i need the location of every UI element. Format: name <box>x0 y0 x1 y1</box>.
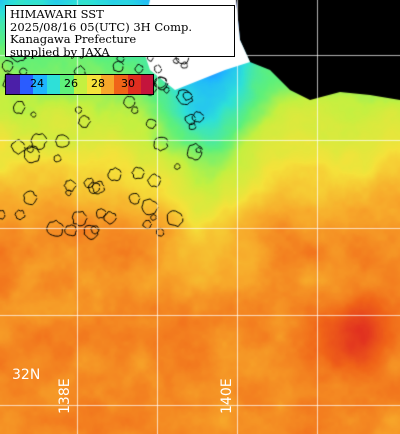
legend-color-step <box>60 75 75 94</box>
longitude-label-140e: 140E <box>219 378 235 414</box>
legend-color-step <box>141 75 153 94</box>
legend-color-step <box>127 75 143 94</box>
legend-color-step <box>87 75 102 94</box>
map-region: Kanagawa Prefecture <box>10 32 137 46</box>
legend-color-step <box>6 75 21 94</box>
latitude-label-32n: 32N <box>12 367 41 383</box>
legend-tick-label: 30 <box>121 77 135 90</box>
legend-tick-label: 24 <box>30 77 44 90</box>
legend-tick-label: 28 <box>91 77 105 90</box>
map-info-box: HIMAWARI SST 2025/08/16 05(UTC) 3H Comp.… <box>5 5 235 59</box>
legend-color-step <box>100 75 116 94</box>
legend-color-step <box>19 75 35 94</box>
temperature-legend: 24 26 28 30 <box>5 74 154 95</box>
legend-tick-label: 26 <box>64 77 78 90</box>
map-timestamp: 2025/08/16 05(UTC) 3H Comp. <box>10 19 193 34</box>
map-title: HIMAWARI SST <box>10 7 104 21</box>
longitude-label-138e: 138E <box>57 378 73 414</box>
legend-color-step <box>46 75 62 94</box>
legend-color-step <box>33 75 48 94</box>
legend-color-step <box>114 75 129 94</box>
map-credit: supplied by JAXA <box>10 44 110 59</box>
legend-color-step <box>73 75 89 94</box>
